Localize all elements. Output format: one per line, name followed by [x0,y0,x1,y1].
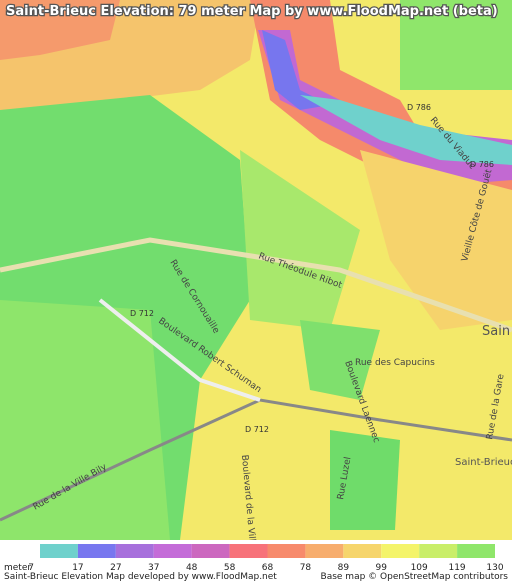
legend-label: 68 [262,563,274,573]
legend-label: 109 [411,563,428,573]
road-shield: D 712 [245,425,269,434]
legend-swatch [153,544,192,558]
legend-label: 99 [376,563,388,573]
legend-label: 37 [148,563,159,573]
legend-label: 119 [448,563,465,573]
road-label: Rue des Capucins [355,358,435,368]
legend-unit: meter [4,563,31,573]
map-title: Saint-Brieuc Elevation: 79 meter Map by … [6,4,498,19]
legend-label: 89 [338,563,350,573]
legend-swatch [191,544,230,558]
road-shield: D 712 [130,309,154,318]
legend-label: 78 [300,563,312,573]
legend-label: 58 [224,563,236,573]
legend-swatch [457,544,495,558]
legend-swatch [40,544,78,558]
legend-swatch [419,544,458,558]
legend-label: 48 [186,563,198,573]
legend-swatch [267,544,306,558]
legend-label: 7 [28,563,34,573]
city-label: Sain [482,324,510,339]
elevation-map [0,0,512,540]
legend-swatch [381,544,420,558]
road-shield: D 786 [407,103,431,112]
legend-label: 27 [110,563,121,573]
legend-swatch [77,544,116,558]
footer-left: Saint-Brieuc Elevation Map developed by … [4,572,277,582]
legend: 7 17 27 37 48 58 68 78 89 99 109 119 130 [28,544,504,573]
legend-swatch [343,544,382,558]
legend-swatch [305,544,344,558]
legend-swatch [229,544,268,558]
footer-right: Base map © OpenStreetMap contributors [321,572,509,582]
legend-swatch [115,544,154,558]
legend-label: 17 [72,563,83,573]
city-label: Saint-Brieuc [455,457,512,468]
legend-label: 130 [486,563,503,573]
road-shield: D 786 [470,160,494,169]
